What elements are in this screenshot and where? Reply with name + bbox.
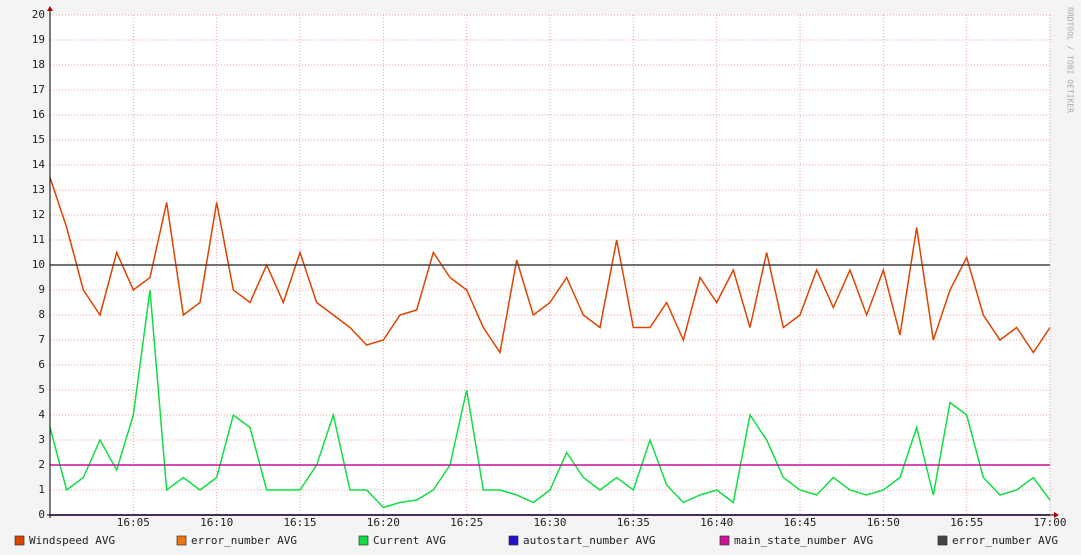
- y-tick-label: 9: [38, 283, 45, 296]
- legend-label: error_number AVG: [952, 534, 1058, 547]
- x-tick-label: 16:05: [117, 516, 150, 529]
- x-tick-label: 17:00: [1033, 516, 1066, 529]
- y-tick-label: 18: [32, 58, 45, 71]
- axis-arrow: [1054, 512, 1059, 518]
- y-tick-label: 16: [32, 108, 45, 121]
- y-tick-label: 10: [32, 258, 45, 271]
- x-tick-label: 16:55: [950, 516, 983, 529]
- legend-swatch: [937, 535, 948, 546]
- series-line: [49, 289, 1051, 509]
- y-tick-label: 14: [32, 158, 46, 171]
- legend-label: main_state_number AVG: [734, 534, 873, 547]
- x-tick-label: 16:25: [450, 516, 483, 529]
- y-tick-label: 19: [32, 33, 45, 46]
- x-tick-label: 16:35: [617, 516, 650, 529]
- legend-swatch: [508, 535, 519, 546]
- legend-label: Windspeed AVG: [29, 534, 115, 547]
- x-tick-label: 16:45: [783, 516, 816, 529]
- y-tick-label: 13: [32, 183, 45, 196]
- legend-label: error_number AVG: [191, 534, 297, 547]
- y-tick-label: 2: [38, 458, 45, 471]
- legend-swatch: [719, 535, 730, 546]
- x-tick-label: 16:15: [283, 516, 316, 529]
- legend-swatch: [176, 535, 187, 546]
- y-tick-label: 8: [38, 308, 45, 321]
- x-tick-label: 16:30: [533, 516, 566, 529]
- legend-swatch: [14, 535, 25, 546]
- x-tick-label: 16:10: [200, 516, 233, 529]
- y-tick-label: 11: [32, 233, 45, 246]
- y-tick-label: 7: [38, 333, 45, 346]
- legend-label: Current AVG: [373, 534, 446, 547]
- y-tick-label: 1: [38, 483, 45, 496]
- y-tick-label: 6: [38, 358, 45, 371]
- series-line: [49, 177, 1051, 355]
- y-tick-label: 3: [38, 433, 45, 446]
- axis-arrow: [47, 6, 53, 11]
- legend-swatch: [358, 535, 369, 546]
- x-tick-label: 16:50: [867, 516, 900, 529]
- x-tick-label: 16:40: [700, 516, 733, 529]
- legend-label: autostart_number AVG: [523, 534, 655, 547]
- y-tick-label: 0: [38, 508, 45, 521]
- y-tick-label: 20: [32, 8, 45, 21]
- y-tick-label: 12: [32, 208, 45, 221]
- y-tick-label: 5: [38, 383, 45, 396]
- y-tick-label: 17: [32, 83, 45, 96]
- y-tick-label: 4: [38, 408, 45, 421]
- x-tick-label: 16:20: [367, 516, 400, 529]
- watermark: RRDTOOL / TOBI OETIKER: [1066, 7, 1075, 113]
- y-tick-label: 15: [32, 133, 45, 146]
